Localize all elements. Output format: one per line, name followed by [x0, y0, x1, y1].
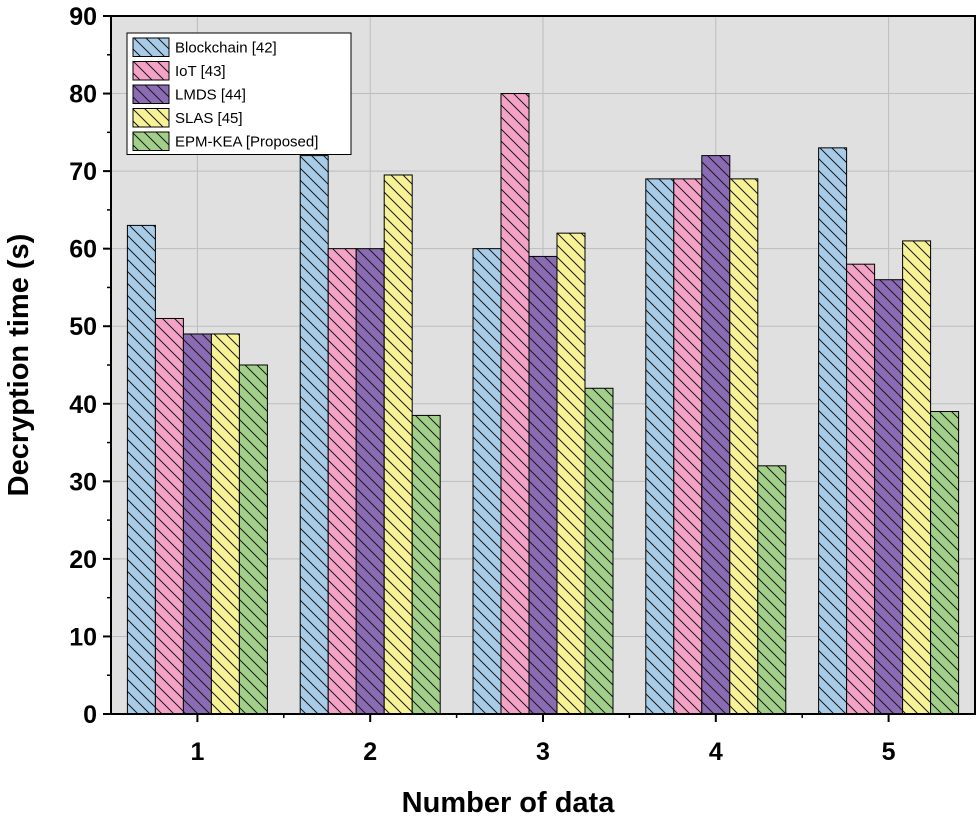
- legend-swatch-hatch: [132, 108, 170, 128]
- bar-epm-kea-proposed--3: [584, 387, 614, 715]
- bar-iot-43--1: [154, 317, 184, 715]
- bar-hatch: [556, 232, 586, 715]
- legend-item: SLAS [45]: [132, 108, 243, 128]
- legend-item: EPM-KEA [Proposed]: [132, 131, 318, 151]
- legend-label: Blockchain [42]: [175, 40, 277, 57]
- bar-lmds-44--3: [528, 255, 558, 715]
- bar-iot-43--2: [327, 248, 357, 715]
- x-tick-label: 2: [363, 738, 377, 766]
- bar-iot-43--4: [673, 178, 703, 715]
- y-tick-label: 40: [69, 391, 97, 419]
- bar-slas-45--2: [383, 174, 413, 715]
- bar-slas-45--4: [729, 178, 759, 715]
- bar-hatch: [182, 333, 212, 715]
- x-tick-label: 5: [882, 738, 896, 766]
- bar-blockchain-42--3: [472, 248, 502, 715]
- bar-hatch: [500, 93, 530, 715]
- bar-lmds-44--1: [182, 333, 212, 715]
- bar-hatch: [701, 155, 731, 715]
- y-tick-label: 70: [69, 158, 97, 186]
- bar-slas-45--5: [902, 240, 932, 715]
- bar-hatch: [818, 147, 848, 715]
- legend-swatch-hatch: [132, 131, 170, 151]
- bar-hatch: [673, 178, 703, 715]
- y-tick-label: 30: [69, 468, 97, 496]
- bar-hatch: [846, 263, 876, 715]
- y-tick-label: 20: [69, 546, 97, 574]
- bar-iot-43--5: [846, 263, 876, 715]
- bar-epm-kea-proposed--2: [411, 414, 441, 715]
- y-axis-title: Decryption time (s): [3, 234, 35, 497]
- bar-hatch: [411, 414, 441, 715]
- bar-blockchain-42--4: [645, 178, 675, 715]
- bar-hatch: [238, 364, 268, 715]
- x-tick-label: 1: [190, 738, 204, 766]
- bar-hatch: [355, 248, 385, 715]
- legend-label: SLAS [45]: [175, 110, 243, 127]
- bar-hatch: [383, 174, 413, 715]
- y-tick-label: 10: [69, 623, 97, 651]
- bar-lmds-44--5: [874, 279, 904, 715]
- x-axis-title: Number of data: [402, 787, 616, 819]
- x-tick-label: 4: [709, 738, 723, 766]
- legend-swatch-hatch: [132, 37, 170, 57]
- bar-hatch: [472, 248, 502, 715]
- bar-hatch: [299, 155, 329, 715]
- bar-hatch: [584, 387, 614, 715]
- bar-hatch: [210, 333, 240, 715]
- x-tick-label: 3: [536, 738, 550, 766]
- bar-lmds-44--4: [701, 155, 731, 715]
- bar-epm-kea-proposed--5: [930, 411, 960, 715]
- bar-iot-43--3: [500, 93, 530, 715]
- bar-hatch: [327, 248, 357, 715]
- bar-hatch: [645, 178, 675, 715]
- legend-swatch-hatch: [132, 84, 170, 104]
- bar-slas-45--3: [556, 232, 586, 715]
- axes: 0 10 20 30 40 50 60 70 80 90 1 2 3 4 5: [69, 3, 976, 766]
- legend-item: Blockchain [42]: [132, 37, 277, 57]
- legend-item: LMDS [44]: [132, 84, 246, 104]
- bar-hatch: [528, 255, 558, 715]
- bar-hatch: [902, 240, 932, 715]
- y-tick-label: 60: [69, 236, 97, 264]
- y-tick-label: 90: [69, 3, 97, 31]
- bar-hatch: [930, 411, 960, 715]
- bar-hatch: [126, 224, 156, 715]
- legend-swatch-hatch: [132, 61, 170, 81]
- bar-epm-kea-proposed--4: [757, 465, 787, 715]
- y-tick-label: 0: [83, 701, 97, 729]
- bar-hatch: [154, 317, 184, 715]
- y-tick-label: 50: [69, 313, 97, 341]
- bar-hatch: [729, 178, 759, 715]
- bar-hatch: [757, 465, 787, 715]
- legend-label: EPM-KEA [Proposed]: [175, 134, 318, 151]
- bar-blockchain-42--1: [126, 224, 156, 715]
- legend: Blockchain [42] IoT [43] LMDS [44] SLAS [45…: [126, 32, 352, 155]
- y-tick-label: 80: [69, 81, 97, 109]
- legend-label: LMDS [44]: [175, 87, 246, 104]
- bar-blockchain-42--2: [299, 155, 329, 715]
- bar-slas-45--1: [210, 333, 240, 715]
- bar-hatch: [874, 279, 904, 715]
- legend-label: IoT [43]: [175, 63, 226, 80]
- bar-lmds-44--2: [355, 248, 385, 715]
- bar-epm-kea-proposed--1: [238, 364, 268, 715]
- legend-item: IoT [43]: [132, 61, 226, 81]
- bar-blockchain-42--5: [818, 147, 848, 715]
- bars: [126, 93, 960, 715]
